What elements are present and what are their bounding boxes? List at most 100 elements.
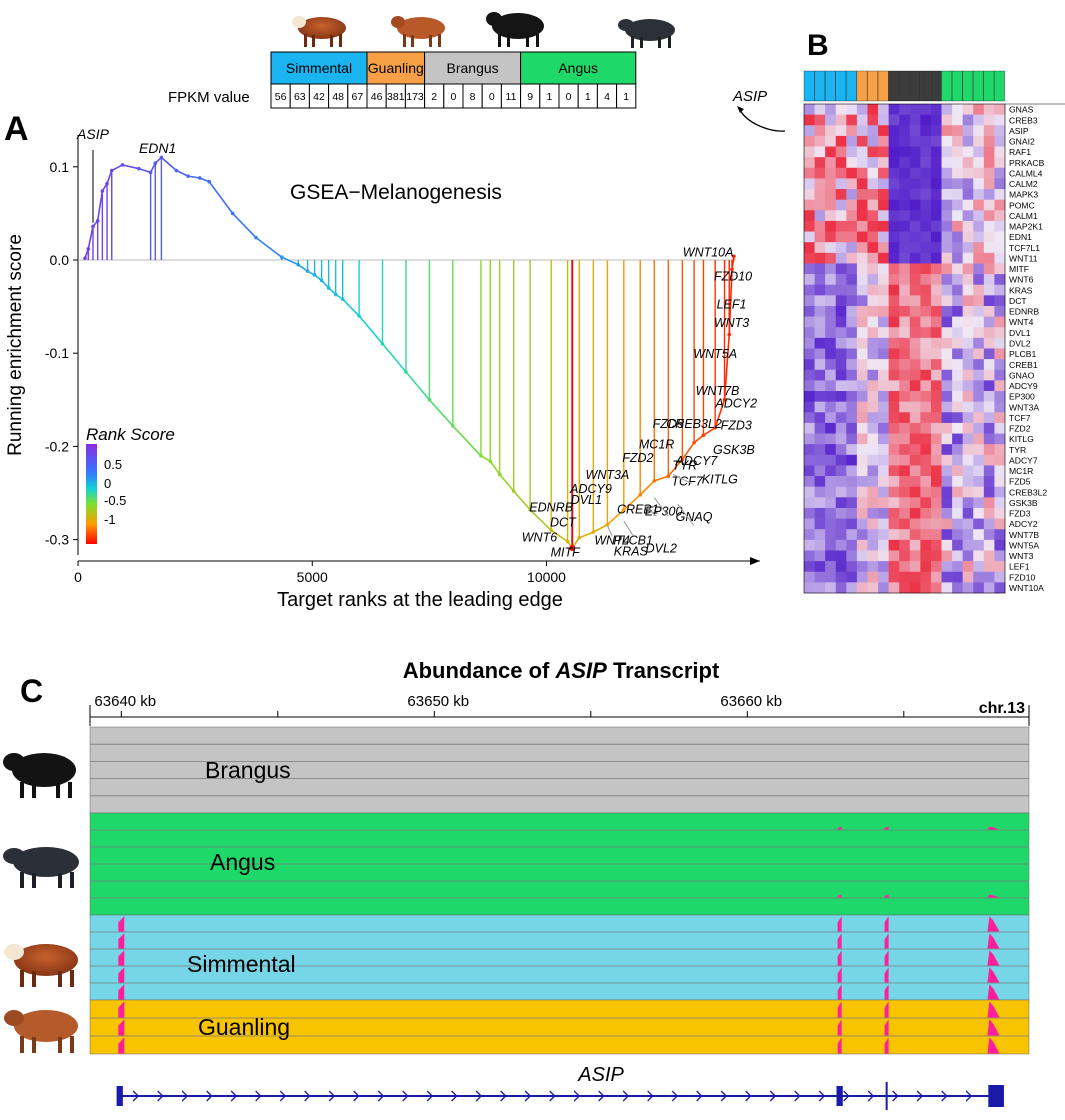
coverage-peak — [118, 1019, 125, 1036]
heatmap-cell — [856, 539, 868, 551]
heatmap-cell — [930, 518, 942, 530]
fpkm-cell-value: 42 — [313, 91, 325, 103]
heatmap-cell — [930, 497, 942, 509]
heatmap-cell — [920, 199, 932, 211]
heatmap-cell — [941, 465, 953, 477]
heatmap-cell — [856, 337, 868, 349]
heatmap-cell — [983, 476, 995, 487]
heatmap-cell — [856, 571, 868, 583]
heatmap-cell — [994, 571, 1006, 583]
heatmap-cell — [856, 412, 868, 424]
heatmap-cell — [867, 582, 879, 594]
heatmap-cell — [899, 454, 911, 466]
heatmap-cell — [846, 518, 858, 530]
heatmap-cell — [930, 125, 942, 137]
heatmap-cell — [835, 391, 847, 402]
heatmap-cell — [973, 401, 985, 413]
heatmap-cell — [952, 327, 963, 339]
heatmap-gene-label: WNT4 — [1009, 317, 1034, 327]
strand-chevron-icon — [622, 1090, 630, 1102]
heatmap-cell — [930, 305, 942, 317]
heatmap-cell — [835, 465, 847, 477]
heatmap-cell — [835, 507, 847, 519]
heatmap-cell — [909, 316, 921, 328]
legend-label: 0.5 — [104, 457, 122, 472]
heatmap-cell — [930, 422, 942, 434]
track-label: Guanling — [198, 1014, 290, 1040]
heatmap-cell — [920, 189, 932, 200]
strand-chevron-icon — [941, 1090, 948, 1102]
heatmap-cell — [962, 476, 974, 487]
heatmap-cell — [930, 412, 942, 424]
coverage-peak — [987, 1019, 1000, 1036]
heatmap-cell — [930, 391, 942, 402]
heatmap-cell — [920, 582, 932, 594]
heatmap-cell — [835, 104, 847, 115]
heatmap-cell — [814, 422, 826, 434]
heatmap-group-cell — [856, 70, 868, 102]
heatmap-cell — [888, 497, 900, 509]
coverage-peak — [884, 933, 889, 949]
heatmap-cell — [867, 433, 879, 445]
heatmap-gene-label: PLCB1 — [1009, 349, 1036, 359]
cow-simmental-icon — [292, 16, 346, 47]
heatmap-cell — [909, 146, 921, 158]
track-title-prefix: Abundance of — [403, 658, 556, 683]
heatmap-cell — [899, 220, 911, 232]
heatmap-cell — [888, 114, 900, 126]
heatmap-cell — [888, 507, 900, 519]
heatmap-cell — [814, 582, 826, 594]
heatmap-cell — [878, 412, 889, 424]
heatmap-cell — [973, 497, 985, 509]
heatmap-cell — [983, 295, 995, 307]
heatmap-gene-label: DVL2 — [1009, 339, 1031, 349]
heatmap-cell — [899, 539, 911, 551]
gene-label: ADCY2 — [714, 396, 757, 410]
gsea-point — [511, 489, 516, 493]
gsea-line-segment — [592, 523, 608, 533]
gsea-point — [83, 256, 87, 260]
heatmap-cell — [846, 189, 858, 200]
heatmap-cell — [994, 561, 1006, 573]
heatmap-cell — [867, 189, 879, 200]
heatmap-cell — [909, 135, 921, 147]
strand-chevron-icon — [818, 1090, 826, 1102]
heatmap-cell — [952, 125, 963, 137]
heatmap-border — [803, 103, 1006, 594]
coverage-peak — [884, 1037, 889, 1054]
heatmap-cell — [846, 210, 858, 222]
heatmap-cell — [952, 263, 963, 275]
coverage-peak — [837, 950, 842, 966]
heatmap-cell — [952, 135, 963, 147]
heatmap-cell — [983, 582, 995, 594]
gene-label: CREB3L2 — [666, 417, 722, 431]
label-leader — [672, 473, 692, 485]
heatmap-cell — [867, 412, 879, 424]
heatmap-cell — [867, 305, 879, 317]
heatmap-cell — [856, 242, 868, 254]
heatmap-cell — [941, 369, 953, 381]
fpkm-cell-value: 11 — [506, 91, 517, 103]
heatmap-cell — [983, 465, 995, 477]
coverage-peak — [884, 916, 889, 932]
heatmap-cell — [973, 369, 985, 381]
gene-label: GNAQ — [676, 510, 713, 524]
heatmap-cell — [867, 391, 879, 402]
gsea-line-segment — [550, 529, 569, 543]
heatmap-cell — [909, 242, 921, 254]
heatmap-cell — [941, 518, 953, 530]
track-label: Angus — [210, 849, 275, 875]
heatmap-cell — [983, 104, 995, 115]
heatmap-cell — [825, 125, 837, 137]
heatmap-cell — [804, 167, 815, 179]
gene-label: FZD5 — [653, 417, 684, 431]
heatmap-cell — [962, 104, 974, 115]
coverage-tracks: 63640 kb 63650 kb 63660 kb chr.13 Brangus Ang… — [89, 693, 1030, 1110]
heatmap-cell — [856, 220, 868, 232]
heatmap-gene-label: KITLG — [1009, 434, 1034, 444]
heatmap-cell — [920, 369, 932, 381]
heatmap-gene-label: WNT11 — [1009, 253, 1038, 263]
heatmap-cell — [878, 571, 889, 583]
heatmap-cell — [909, 422, 921, 434]
gsea-title: GSEA−Melanogenesis — [290, 181, 502, 204]
